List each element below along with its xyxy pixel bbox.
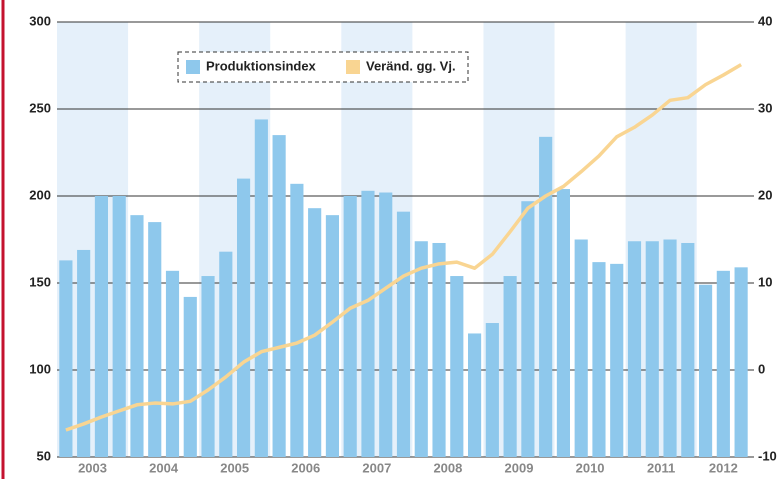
bar: [77, 249, 91, 457]
x-tick-label: 2011: [647, 460, 675, 475]
x-tick-label: 2008: [433, 460, 462, 475]
y2-tick-label: -10: [758, 448, 777, 463]
bar: [521, 201, 535, 457]
y2-tick-label: 10: [758, 274, 772, 289]
bar: [681, 242, 695, 457]
bar: [308, 208, 322, 457]
bar: [379, 192, 393, 457]
bar: [663, 239, 677, 457]
legend: Produktionsindex Veränd. gg. Vj.: [177, 51, 469, 83]
legend-swatch: [186, 60, 200, 74]
bar: [503, 276, 517, 457]
bar: [432, 242, 446, 457]
x-tick-label: 2005: [220, 460, 249, 475]
bar: [574, 239, 588, 457]
bar: [201, 276, 215, 457]
bar: [414, 241, 428, 457]
bar: [645, 241, 659, 457]
y2-tick-label: 20: [758, 187, 772, 202]
labels: 2003 2004 2005 2006 2007 2008 2009 2010 2011 2012…: [29, 13, 777, 475]
y-tick-label: 150: [29, 274, 51, 289]
bar: [290, 183, 304, 457]
bar: [450, 276, 464, 457]
bar: [112, 196, 126, 457]
legend-swatch: [346, 60, 360, 74]
y-tick-label: 200: [29, 187, 51, 202]
y2-tick-label: 30: [758, 100, 772, 115]
line: [65, 63, 743, 432]
bar: [627, 241, 642, 457]
bar: [130, 215, 144, 457]
bar: [716, 270, 730, 457]
legend-label: Produktionsindex: [206, 58, 317, 73]
bar: [165, 270, 180, 457]
y-tick-label: 300: [29, 13, 51, 28]
bar: [361, 190, 375, 457]
bar: [254, 119, 268, 457]
x-tick-label: 2007: [362, 460, 391, 475]
y-tick-label: 50: [37, 448, 51, 463]
y2-tick-label: 40: [758, 13, 772, 28]
y2-tick-label: 0: [758, 361, 765, 376]
bars: [59, 119, 748, 458]
x-tick-label: 2004: [149, 460, 179, 475]
bar: [734, 267, 748, 457]
x-tick-label: 2003: [78, 460, 107, 475]
bar: [148, 222, 162, 457]
bar: [610, 263, 624, 457]
bar: [396, 211, 411, 457]
x-tick-label: 2009: [505, 460, 534, 475]
y-tick-label: 250: [29, 100, 51, 115]
bar: [539, 136, 553, 457]
bar: [468, 333, 482, 457]
bar: [272, 135, 286, 457]
x-tick-label: 2006: [291, 460, 320, 475]
bar: [237, 178, 251, 457]
bar: [592, 262, 606, 457]
x-tick-label: 2012: [709, 460, 738, 475]
legend-label: Veränd. gg. Vj.: [366, 58, 456, 73]
bar: [59, 260, 73, 457]
bar: [325, 215, 339, 457]
x-tick-label: 2010: [576, 460, 605, 475]
bar: [183, 296, 197, 457]
lines: [65, 63, 743, 432]
legend-box: [177, 51, 469, 83]
bar: [556, 189, 570, 458]
bar: [94, 196, 108, 457]
bar: [699, 284, 713, 457]
bar: [485, 323, 499, 457]
y-tick-label: 100: [29, 361, 51, 376]
bar: [343, 196, 357, 457]
bar: [219, 251, 233, 457]
